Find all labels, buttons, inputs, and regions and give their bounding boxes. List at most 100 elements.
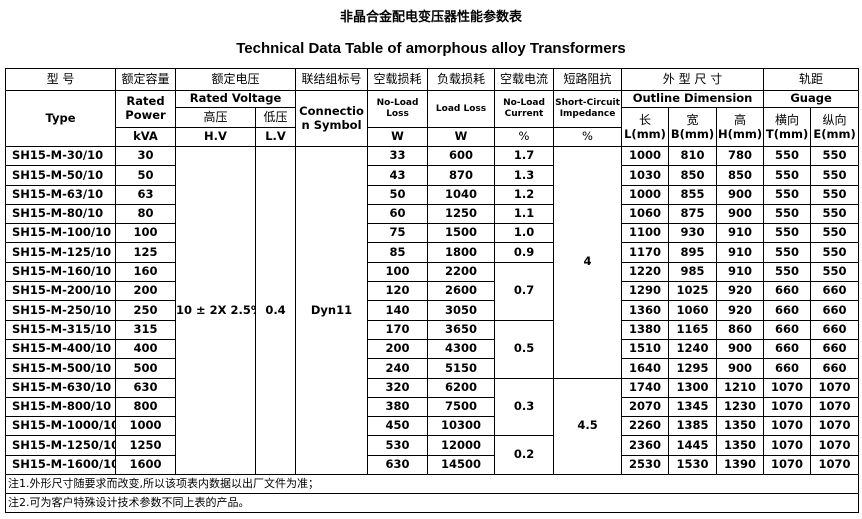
- cell-width: 855: [668, 184, 718, 205]
- cell-no-load-loss: 200: [367, 338, 429, 360]
- cell-length: 1220: [621, 261, 670, 283]
- cell-load-loss: 600: [427, 145, 496, 167]
- header-t: 横向 T(mm): [763, 107, 812, 147]
- cell-length: 1740: [621, 377, 670, 398]
- cell-type: SH15-M-630/10: [5, 377, 116, 398]
- cell-no-load-current: 0.2: [494, 435, 555, 476]
- header-ll-en: Load Loss: [427, 90, 496, 128]
- header-t-en: T(mm): [765, 126, 809, 141]
- header-gauge-cn: 轨距: [763, 68, 860, 91]
- cell-type: SH15-M-1600/10: [5, 454, 116, 476]
- cell-power: 630: [115, 377, 176, 398]
- cell-load-loss: 1250: [427, 203, 496, 225]
- cell-load-loss: 12000: [427, 435, 496, 456]
- header-hv-cn: 高压: [175, 107, 256, 128]
- cell-power: 160: [115, 261, 176, 283]
- table-row: SH15-M-1250/10 1250 530 12000 0.2 2360 1445 135…: [5, 435, 860, 476]
- cell-load-loss: 10300: [427, 416, 496, 437]
- cell-width: 1295: [668, 358, 718, 379]
- cell-height: 1390: [716, 454, 765, 476]
- cell-power: 250: [115, 300, 176, 321]
- cell-power: 1000: [115, 416, 176, 437]
- cell-gauge-e: 1070: [810, 377, 860, 398]
- cell-length: 1640: [621, 358, 670, 379]
- cell-width: 930: [668, 223, 718, 244]
- header-dim-cn: 外 型 尺 寸: [621, 68, 765, 91]
- cell-no-load-current: 0.9: [494, 242, 555, 263]
- cell-gauge-e: 550: [810, 223, 860, 244]
- header-conn-cn: 联结组标号: [295, 68, 369, 91]
- header-lv-cn: 低压: [254, 107, 297, 128]
- table-row: SH15-M-1600/10 1600 630 14500 2530 1530 1390 10…: [5, 454, 860, 476]
- cell-width: 810: [668, 145, 718, 167]
- cell-power: 100: [115, 223, 176, 244]
- cell-gauge-t: 550: [763, 242, 812, 263]
- cell-length: 1100: [621, 223, 670, 244]
- cell-lv: 0.4: [254, 145, 297, 476]
- cell-length: 1360: [621, 300, 670, 321]
- header-b: 宽 B(mm): [668, 107, 718, 147]
- cell-gauge-t: 550: [763, 203, 812, 225]
- cell-type: SH15-M-800/10: [5, 396, 116, 418]
- cell-no-load-loss: 240: [367, 358, 429, 379]
- cell-no-load-loss: 60: [367, 203, 429, 225]
- cell-gauge-t: 660: [763, 358, 812, 379]
- cell-no-load-loss: 43: [367, 165, 429, 186]
- cell-width: 1385: [668, 416, 718, 437]
- table-row: SH15-M-125/10 125 85 1800 0.9 1170 895 910 550 55…: [5, 242, 860, 263]
- cell-length: 2530: [621, 454, 670, 476]
- cell-height: 910: [716, 242, 765, 263]
- cell-type: SH15-M-50/10: [5, 165, 116, 186]
- cell-height: 900: [716, 338, 765, 360]
- cell-gauge-e: 550: [810, 184, 860, 205]
- header-l-en: L(mm): [624, 126, 666, 141]
- cell-height: 1350: [716, 435, 765, 456]
- cell-type: SH15-M-500/10: [5, 358, 116, 379]
- header-nlc-en: No-Load Current: [494, 90, 555, 128]
- cell-no-load-current: 0.3: [494, 377, 555, 437]
- cell-power: 63: [115, 184, 176, 205]
- cell-load-loss: 870: [427, 165, 496, 186]
- cell-no-load-current: 0.5: [494, 319, 555, 379]
- header-power-unit: kVA: [115, 127, 176, 147]
- cell-width: 1445: [668, 435, 718, 456]
- header-dim-en: Outline Dimension: [621, 90, 765, 108]
- table-row: SH15-M-50/10 50 43 870 1.3 1030 850 850 550 550: [5, 165, 860, 186]
- table-row: SH15-M-200/10 200 120 2600 1290 1025 920 660 660: [5, 281, 860, 302]
- cell-gauge-t: 550: [763, 223, 812, 244]
- cell-power: 1250: [115, 435, 176, 456]
- cell-power: 1600: [115, 454, 176, 476]
- cell-height: 920: [716, 300, 765, 321]
- cell-load-loss: 14500: [427, 454, 496, 476]
- header-voltage-en: Rated Voltage: [174, 90, 297, 108]
- cell-gauge-t: 1070: [763, 454, 812, 476]
- cell-no-load-loss: 100: [367, 261, 429, 283]
- cell-impedance: 4: [553, 146, 623, 379]
- cell-no-load-loss: 450: [367, 416, 429, 437]
- cell-width: 985: [668, 261, 718, 283]
- cell-gauge-e: 550: [810, 261, 860, 283]
- table-row: SH15-M-315/10 315 170 3650 0.5 1380 1165 860 660…: [5, 319, 860, 379]
- cell-no-load-current: 1.0: [494, 223, 555, 244]
- header-h-cn: 高: [734, 112, 747, 127]
- cell-length: 2260: [621, 416, 670, 437]
- header-gauge-en: Guage: [763, 90, 860, 108]
- cell-height: 900: [716, 184, 765, 205]
- cell-length: 1000: [621, 184, 670, 205]
- header-nlc-cn: 空载电流: [494, 68, 555, 91]
- header-type-en: Type: [5, 90, 116, 147]
- cell-height: 900: [716, 358, 765, 379]
- title-chinese: 非晶合金配电变压器性能参数表: [339, 10, 522, 25]
- cell-width: 895: [668, 242, 718, 263]
- cell-type: SH15-M-1000/10: [5, 416, 116, 437]
- cell-no-load-loss: 320: [367, 377, 429, 398]
- table-row: SH15-M-1000/10 1000 450 10300 2260 1385 1350 10…: [5, 416, 860, 437]
- cell-width: 875: [668, 203, 718, 225]
- cell-width: 850: [668, 165, 718, 186]
- cell-length: 2360: [621, 435, 670, 456]
- technical-data-table: 型 号 额定容量 额定电压 联结组标号 空载损耗 负载损耗 空载电流 短路阻抗 …: [4, 68, 860, 514]
- header-nlc-unit: %: [494, 127, 555, 147]
- cell-width: 1345: [668, 396, 718, 418]
- header-b-cn: 宽: [686, 112, 699, 127]
- cell-no-load-loss: 120: [367, 281, 429, 302]
